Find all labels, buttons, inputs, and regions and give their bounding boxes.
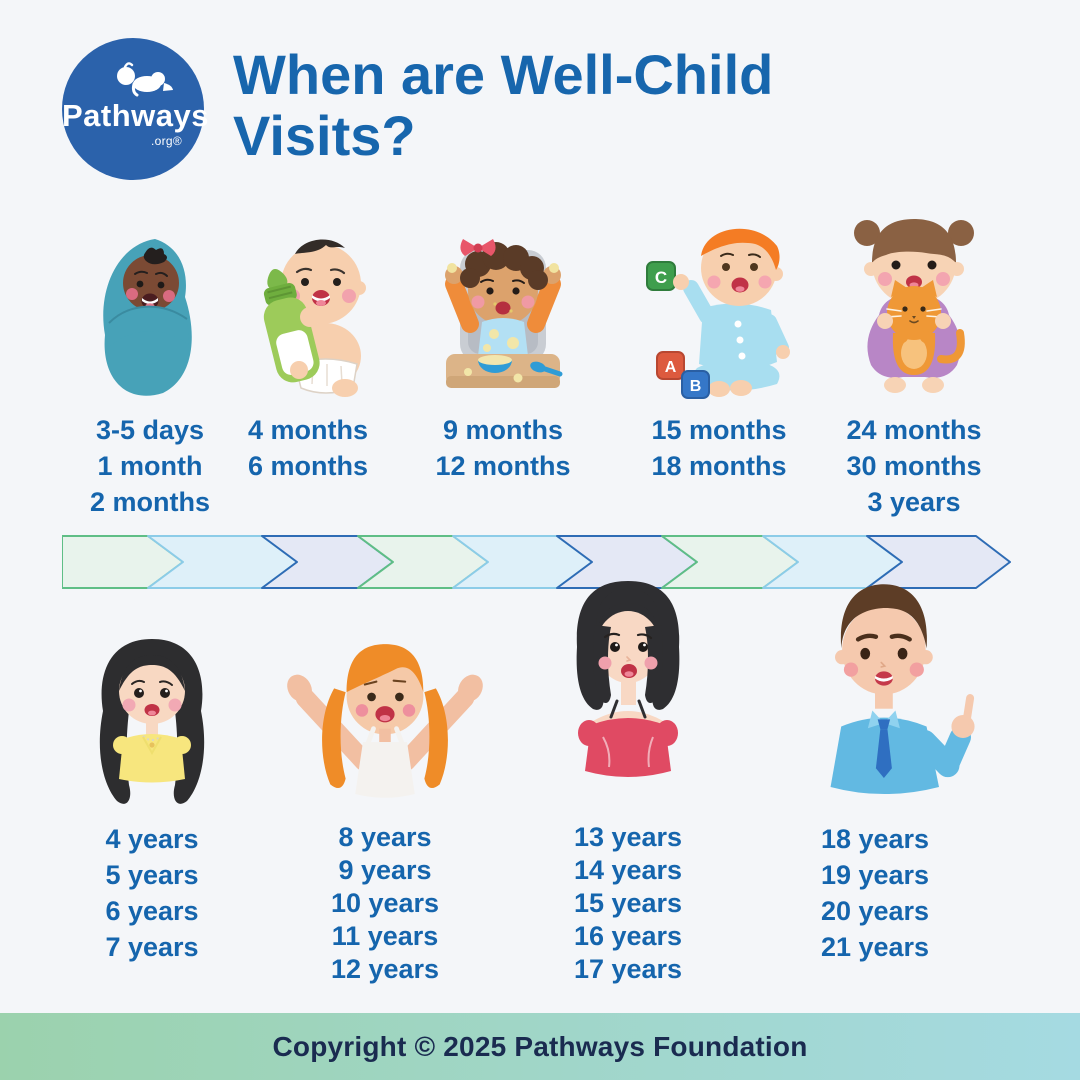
block-c: C: [645, 261, 676, 291]
baby-in-high-chair-illustration: [413, 185, 593, 407]
age-label: 8 years: [338, 822, 432, 852]
age-list: 13 years 14 years 15 years 16 years 17 years: [508, 821, 748, 986]
age-label: 19 years: [820, 860, 930, 890]
copyright-text: Copyright © 2025 Pathways Foundation: [272, 1030, 808, 1062]
toddler-with-cat-illustration: [824, 185, 1004, 407]
teen-girl-illustration: [508, 556, 748, 818]
age-label: 17 years: [573, 954, 683, 984]
age-list: 8 years 9 years 10 years 11 years 12 years: [265, 821, 505, 986]
age-label: 2 months: [89, 487, 210, 517]
age-list: 9 months 12 months: [413, 412, 593, 484]
visit-group-24-36-months: 24 months 30 months 3 years: [824, 185, 1004, 520]
age-label: 30 months: [846, 451, 982, 481]
baby-with-bottle-illustration: [218, 185, 398, 407]
block-letter-b: B: [689, 378, 701, 395]
pathways-logo: Pathways .org®: [62, 38, 210, 180]
age-label: 15 months: [651, 415, 787, 445]
footer-band: Copyright © 2025 Pathways Foundation: [0, 1013, 1080, 1080]
page-title: When are Well-Child Visits?: [233, 43, 774, 167]
age-label: 9 months: [442, 415, 563, 445]
age-label: 6 months: [247, 451, 368, 481]
age-label: 4 years: [105, 824, 199, 854]
visit-group-4-7-years: 4 years 5 years 6 years 7 years: [62, 556, 242, 965]
age-label: 16 years: [573, 921, 683, 951]
age-label: 3-5 days: [95, 415, 205, 445]
age-label: 18 months: [651, 451, 787, 481]
block-letter-c: C: [654, 268, 666, 287]
age-label: 4 months: [247, 415, 368, 445]
age-list: 18 years 19 years 20 years 21 years: [755, 821, 995, 965]
age-list: 4 years 5 years 6 years 7 years: [62, 821, 242, 965]
crawling-baby-icon: [117, 62, 173, 97]
timeline-chevron-band: [62, 535, 1011, 589]
age-label: 21 years: [820, 932, 930, 962]
age-label: 9 years: [338, 855, 432, 885]
age-list: 15 months 18 months: [629, 412, 809, 484]
visit-group-8-12-years: 8 years 9 years 10 years 11 years 12 years: [265, 556, 505, 986]
age-label: 18 years: [820, 824, 930, 854]
young-man-illustration: [755, 556, 995, 818]
age-label: 6 years: [105, 896, 199, 926]
age-label: 13 years: [573, 822, 683, 852]
visit-group-9-12-months: 9 months 12 months: [413, 185, 593, 484]
baby-with-blocks-illustration: C A B: [629, 185, 809, 407]
age-label: 24 months: [846, 415, 982, 445]
age-label: 11 years: [331, 921, 439, 951]
age-list: 3-5 days 1 month 2 months: [60, 412, 240, 520]
age-label: 1 month: [97, 451, 203, 481]
visit-group-15-18-months: C A B 15 months 18 months: [629, 185, 809, 484]
visit-group-18-21-years: 18 years 19 years 20 years 21 years: [755, 556, 995, 965]
visit-group-newborn: 3-5 days 1 month 2 months: [60, 185, 240, 520]
age-list: 4 months 6 months: [218, 412, 398, 484]
age-list: 24 months 30 months 3 years: [824, 412, 1004, 520]
logo-suffix-text: .org®: [150, 134, 182, 148]
age-label: 20 years: [820, 896, 930, 926]
age-label: 10 years: [330, 888, 440, 918]
block-a: A: [655, 351, 685, 380]
age-label: 15 years: [573, 888, 683, 918]
age-label: 5 years: [105, 860, 199, 890]
girl-with-pigtails-illustration: [265, 556, 505, 818]
age-label: 7 years: [105, 932, 199, 962]
age-label: 12 months: [435, 451, 571, 481]
age-label: 3 years: [867, 487, 961, 517]
visit-group-4-6-months: 4 months 6 months: [218, 185, 398, 484]
young-girl-illustration: [62, 556, 242, 818]
age-label: 12 years: [330, 954, 440, 984]
visit-group-13-17-years: 13 years 14 years 15 years 16 years 17 years: [508, 556, 748, 986]
swaddled-newborn-illustration: [60, 185, 240, 407]
age-label: 14 years: [573, 855, 683, 885]
chevron-segment: [866, 535, 1011, 589]
block-b: B: [680, 370, 710, 399]
logo-brand-text: Pathways: [62, 98, 210, 133]
block-letter-a: A: [664, 359, 676, 376]
